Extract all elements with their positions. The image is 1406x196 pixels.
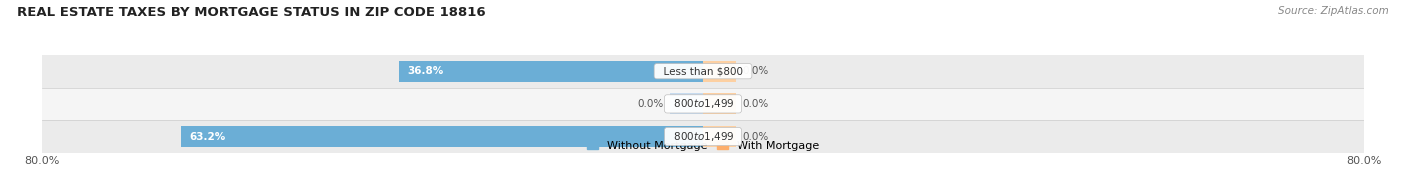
Text: 36.8%: 36.8% <box>408 66 443 76</box>
Bar <box>669 93 703 114</box>
Text: REAL ESTATE TAXES BY MORTGAGE STATUS IN ZIP CODE 18816: REAL ESTATE TAXES BY MORTGAGE STATUS IN … <box>17 6 485 19</box>
Text: 0.0%: 0.0% <box>637 99 664 109</box>
Text: Less than $800: Less than $800 <box>657 66 749 76</box>
Bar <box>42 88 1364 120</box>
Text: 0.0%: 0.0% <box>742 66 769 76</box>
Text: 63.2%: 63.2% <box>190 132 225 142</box>
Bar <box>703 126 737 147</box>
Bar <box>703 61 737 82</box>
Text: 0.0%: 0.0% <box>742 99 769 109</box>
Text: 0.0%: 0.0% <box>742 132 769 142</box>
Bar <box>181 126 703 147</box>
Legend: Without Mortgage, With Mortgage: Without Mortgage, With Mortgage <box>582 136 824 155</box>
Bar <box>42 120 1364 153</box>
Text: $800 to $1,499: $800 to $1,499 <box>666 130 740 143</box>
Text: $800 to $1,499: $800 to $1,499 <box>666 97 740 110</box>
Text: Source: ZipAtlas.com: Source: ZipAtlas.com <box>1278 6 1389 16</box>
Bar <box>42 55 1364 88</box>
Bar <box>703 93 737 114</box>
Bar <box>399 61 703 82</box>
